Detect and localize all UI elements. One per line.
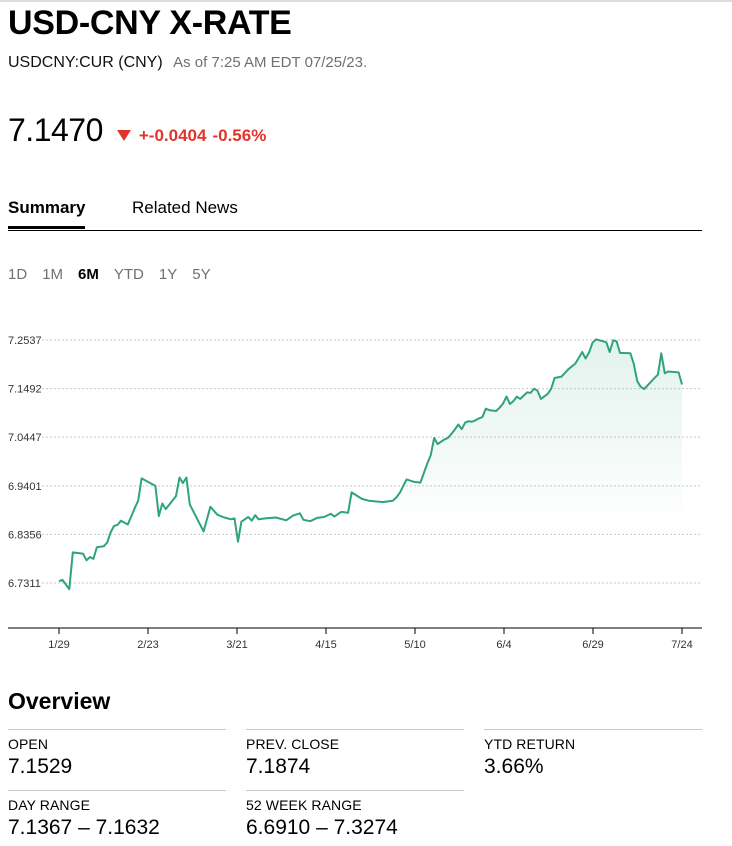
price-change: +-0.0404 -0.56% <box>116 126 267 146</box>
stat-label: OPEN <box>8 736 49 752</box>
range-ytd[interactable]: YTD <box>113 266 144 283</box>
tab-summary[interactable]: Summary <box>8 198 86 229</box>
x-tick-label: 2/23 <box>137 639 158 651</box>
price-row: 7.1470 +-0.0404 -0.56% <box>8 112 266 149</box>
stat-label: DAY RANGE <box>8 797 91 813</box>
tab-bar: Summary Related News <box>8 198 702 231</box>
x-tick-label: 7/24 <box>671 639 692 651</box>
top-border <box>0 0 732 2</box>
range-1d[interactable]: 1D <box>8 266 28 283</box>
area-fill <box>392 339 682 513</box>
y-tick-label: 7.0447 <box>8 432 42 444</box>
stat-value: 7.1529 <box>8 755 73 778</box>
x-tick-label: 5/10 <box>404 639 425 651</box>
x-tick-label: 4/15 <box>315 639 336 651</box>
stat-value: 6.6910 – 7.3274 <box>246 816 398 839</box>
stat-open: OPEN 7.1529 <box>8 729 226 779</box>
x-tick-label: 6/29 <box>582 639 603 651</box>
stat-value: 3.66% <box>484 755 544 778</box>
y-tick-label: 7.1492 <box>8 384 42 396</box>
y-tick-label: 6.7311 <box>8 578 41 590</box>
stat-52-week-range: 52 WEEK RANGE 6.6910 – 7.3274 <box>246 790 464 840</box>
change-value: +-0.0404 <box>138 126 207 145</box>
stat-label: YTD RETURN <box>484 736 576 752</box>
price-line <box>58 338 683 591</box>
overview-heading: Overview <box>8 688 111 714</box>
y-tick-label: 7.2537 <box>8 335 42 347</box>
stat-value: 7.1874 <box>246 755 311 778</box>
stat-prev-close: PREV. CLOSE 7.1874 <box>246 729 464 779</box>
price-chart[interactable]: 7.2537 7.1492 7.0447 6.9401 6.8356 6.7311 1/29… <box>0 320 710 660</box>
x-tick-label: 3/21 <box>226 639 247 651</box>
last-price: 7.1470 <box>8 112 103 148</box>
down-triangle-icon <box>116 130 131 141</box>
page-title: USD-CNY X-RATE <box>8 4 292 42</box>
stat-day-range: DAY RANGE 7.1367 – 7.1632 <box>8 790 226 840</box>
stat-ytd-return: YTD RETURN 3.66% <box>484 729 702 779</box>
x-tick-label: 6/4 <box>496 639 511 651</box>
range-1y[interactable]: 1Y <box>158 266 178 283</box>
as-of-timestamp: As of 7:25 AM EDT 07/25/23. <box>173 54 368 71</box>
quote-subtitle: USDCNY:CUR (CNY) As of 7:25 AM EDT 07/25… <box>8 54 367 72</box>
tab-related-news[interactable]: Related News <box>132 198 238 217</box>
change-percent: -0.56% <box>212 126 267 145</box>
stat-value: 7.1367 – 7.1632 <box>8 816 160 839</box>
stat-label: PREV. CLOSE <box>246 736 340 752</box>
time-range-selector: 1D 1M 6M YTD 1Y 5Y <box>8 266 226 283</box>
ticker-symbol: USDCNY:CUR (CNY) <box>8 54 163 71</box>
range-5y[interactable]: 5Y <box>192 266 211 283</box>
stat-label: 52 WEEK RANGE <box>246 797 362 813</box>
x-tick-label: 1/29 <box>48 639 69 651</box>
range-1m[interactable]: 1M <box>42 266 64 283</box>
y-tick-label: 6.9401 <box>8 481 42 493</box>
range-6m[interactable]: 6M <box>78 266 99 283</box>
y-tick-label: 6.8356 <box>8 529 42 541</box>
